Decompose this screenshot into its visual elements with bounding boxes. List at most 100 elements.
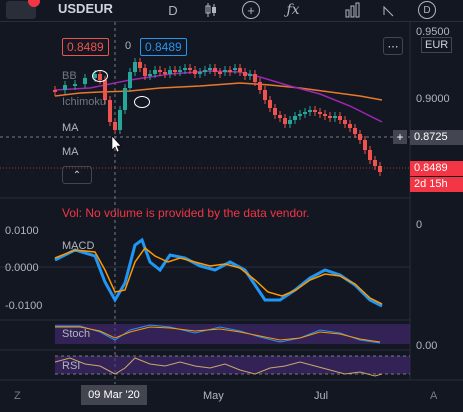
crosshair-date-label: 09 Mar '20 — [81, 385, 147, 405]
candle-body — [363, 140, 367, 150]
legend-ichimoku[interactable]: Ichimoku — [62, 96, 107, 108]
bid-price-tag[interactable]: 0.8489 — [62, 38, 109, 56]
candle-body — [183, 68, 187, 70]
candle-type-button[interactable] — [200, 0, 222, 20]
spread-label: 0 — [125, 40, 132, 52]
candle-body — [358, 134, 362, 140]
legend-ma-1[interactable]: MA — [62, 122, 79, 134]
candle-body — [198, 72, 202, 74]
eye-hidden-icon-2[interactable] — [134, 96, 150, 108]
interval-button[interactable]: D — [168, 2, 178, 18]
candle-body — [128, 72, 132, 88]
candle-body — [233, 68, 237, 70]
candle-body — [73, 84, 77, 86]
candle-body — [333, 116, 337, 118]
candle-body — [258, 82, 262, 90]
candle-body — [248, 74, 252, 76]
time-axis-left-button[interactable]: Z — [14, 390, 21, 402]
stoch-k-line — [55, 324, 381, 344]
symbol-search-button[interactable]: USDEUR — [58, 1, 113, 16]
candle-body — [113, 122, 117, 130]
macd-line — [54, 237, 383, 308]
crosshair-price-label: 0.8725 — [410, 130, 463, 145]
volume-message: Vol: No volume is provided by the data v… — [62, 206, 310, 220]
candle-body — [378, 166, 382, 172]
candle-body — [188, 68, 192, 70]
candle-body — [288, 120, 292, 124]
candle-body — [63, 85, 67, 90]
candlestick-series — [53, 58, 382, 176]
menu-avatar-button[interactable] — [0, 0, 42, 20]
toolbar-separator — [0, 21, 463, 22]
settings-button[interactable]: D — [416, 0, 438, 20]
candle-body — [108, 100, 112, 122]
ask-price-tag[interactable]: 0.8489 — [140, 38, 187, 56]
candle-body — [133, 62, 137, 72]
alert-button[interactable] — [378, 0, 400, 20]
candle-body — [123, 88, 127, 110]
avatar-icon — [6, 0, 40, 19]
candle-body — [253, 74, 257, 82]
more-options-button[interactable]: ⋯ — [383, 37, 403, 55]
macd-axis-label: -0.0100 — [5, 300, 43, 312]
volume-axis-label: 0 — [416, 219, 423, 231]
candle-body — [103, 80, 107, 100]
fx-icon: ƒx — [286, 2, 300, 18]
candle-body — [83, 78, 87, 84]
candle-body — [203, 70, 207, 72]
candle-body — [213, 68, 217, 72]
indicators-button[interactable]: ƒx — [282, 0, 304, 20]
candle-body — [173, 70, 177, 72]
stoch-band — [55, 324, 410, 344]
candle-body — [163, 72, 167, 74]
currency-label[interactable]: EUR — [421, 37, 453, 53]
candle-body — [193, 70, 197, 74]
add-horizontal-line-button[interactable]: + — [393, 130, 407, 144]
candle-body — [323, 114, 327, 116]
candle-body — [298, 114, 302, 116]
macd-axis-label: 0.0000 — [5, 262, 39, 274]
candle-body — [293, 116, 297, 120]
dots-icon: ⋯ — [387, 40, 399, 53]
d-circle-icon: D — [418, 1, 436, 19]
candle-body — [158, 70, 162, 72]
candle-body — [373, 160, 377, 166]
price-axis-label: 0.9500 — [416, 26, 450, 38]
eye-hidden-icon[interactable] — [92, 70, 108, 82]
candle-body — [338, 116, 342, 120]
candle-body — [178, 70, 182, 72]
collapse-legend-button[interactable]: ⌃ — [62, 166, 92, 184]
candle-body — [348, 124, 352, 128]
legend-stoch[interactable]: Stoch — [62, 328, 91, 340]
legend-rsi[interactable]: RSI — [62, 360, 81, 372]
candle-body — [263, 90, 267, 100]
candle-body — [328, 116, 332, 118]
candle-body — [238, 68, 242, 72]
candle-body — [53, 90, 57, 92]
candle-body — [168, 70, 172, 74]
candle-body — [308, 110, 312, 112]
candle-body — [148, 74, 152, 76]
compare-button[interactable]: + — [240, 0, 262, 20]
chevron-up-icon: ⌃ — [72, 169, 82, 181]
candle-body — [343, 120, 347, 124]
time-axis-right-button[interactable]: A — [430, 390, 438, 402]
candle-body — [208, 68, 212, 70]
candle-body — [218, 72, 222, 74]
candle-body — [138, 62, 142, 68]
candle-body — [143, 68, 147, 76]
templates-button[interactable] — [342, 0, 364, 20]
candle-body — [283, 118, 287, 124]
legend-ma-2[interactable]: MA — [62, 146, 79, 158]
time-axis-label: Jul — [314, 390, 329, 402]
ma-orange-line — [54, 82, 383, 101]
candle-body — [278, 115, 282, 118]
legend-bb[interactable]: BB — [62, 70, 77, 82]
candle-body — [353, 128, 357, 134]
countdown-label: 2d 15h — [410, 177, 463, 192]
candle-body — [243, 72, 247, 76]
bar-chart-icon — [345, 2, 360, 18]
legend-macd[interactable]: MACD — [62, 240, 95, 252]
candle-body — [368, 150, 372, 160]
